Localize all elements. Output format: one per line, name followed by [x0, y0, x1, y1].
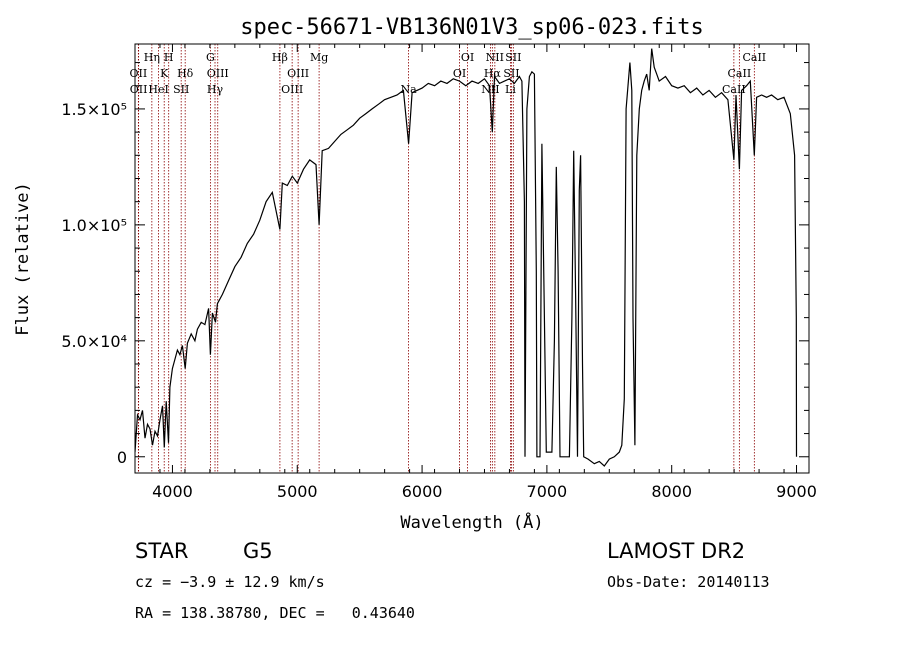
spectral-line-label: NII — [486, 51, 504, 64]
spectral-line-label: Na — [401, 83, 418, 96]
spectral-line-label: G — [206, 51, 215, 64]
x-tick-label: 9000 — [776, 482, 817, 501]
spectral-line-label: Hγ — [207, 83, 224, 96]
y-tick-label: 1.0×10⁵ — [61, 216, 127, 235]
spectral-line-label: SII — [503, 67, 519, 80]
x-axis-title: Wavelength (Å) — [400, 511, 543, 533]
plot-frame — [134, 43, 810, 474]
observation-date: Obs-Date: 20140113 — [607, 573, 770, 591]
object-class: STAR — [135, 539, 189, 563]
redshift-velocity: cz = −3.9 ± 12.9 km/s — [135, 573, 325, 591]
ra-dec: RA = 138.38780, DEC = 0.43640 — [135, 604, 415, 622]
spectral-line-label: SII — [173, 83, 189, 96]
spectral-line-label: Hα — [484, 67, 502, 80]
spectral-line-labels: OIIOIIHηHeIKHSIIHδGHγOIIIHβOIIIOIIIMgNaO… — [130, 51, 767, 96]
object-subclass: G5 — [243, 539, 273, 563]
spectral-line-label: K — [160, 67, 169, 80]
y-tick-label: 0 — [117, 448, 127, 467]
y-axis-title: Flux (relative) — [13, 182, 33, 336]
spectral-line-label: OII — [130, 67, 148, 80]
x-tick-label: 7000 — [527, 482, 568, 501]
spectral-line-label: OIII — [207, 67, 229, 80]
spectral-line-label: Hδ — [177, 67, 194, 80]
spectral-line-label: Li — [505, 83, 516, 96]
y-axis-ticks: 0 5.0×10⁴ 1.0×10⁵ 1.5×10⁵ — [61, 62, 809, 467]
x-tick-label: 4000 — [152, 482, 193, 501]
spectral-line-markers — [137, 44, 755, 473]
y-tick-label: 1.5×10⁵ — [61, 100, 127, 119]
spectrum-series-line — [135, 48, 798, 467]
x-axis-ticks: 4000 5000 6000 7000 8000 9000 — [134, 44, 817, 501]
spectral-line-label: Hβ — [272, 51, 288, 64]
spectral-line-label: CaII — [742, 51, 766, 64]
spectral-line-label: CaII — [728, 67, 752, 80]
spectral-line-label: CaII — [722, 83, 746, 96]
x-tick-label: 5000 — [277, 482, 318, 501]
spectral-line-label: OII — [130, 83, 148, 96]
spectral-line-label: OI — [453, 67, 466, 80]
spectral-line-label: Mg — [310, 51, 328, 64]
spectral-line-label: OIII — [287, 67, 309, 80]
spectral-line-label: OIII — [281, 83, 303, 96]
spectral-line-label: NII — [481, 83, 499, 96]
spectral-line-label: H — [164, 51, 174, 64]
spectral-line-label: HeI — [148, 83, 168, 96]
x-tick-label: 8000 — [651, 482, 692, 501]
chart-title: spec-56671-VB136N01V3_sp06-023.fits — [240, 15, 704, 40]
spectral-line-label: SII — [505, 51, 521, 64]
x-tick-label: 6000 — [402, 482, 443, 501]
survey-name: LAMOST DR2 — [607, 539, 746, 563]
spectral-line-label: OI — [461, 51, 474, 64]
spectral-line-label: Hη — [144, 51, 160, 64]
y-tick-label: 5.0×10⁴ — [61, 332, 127, 351]
